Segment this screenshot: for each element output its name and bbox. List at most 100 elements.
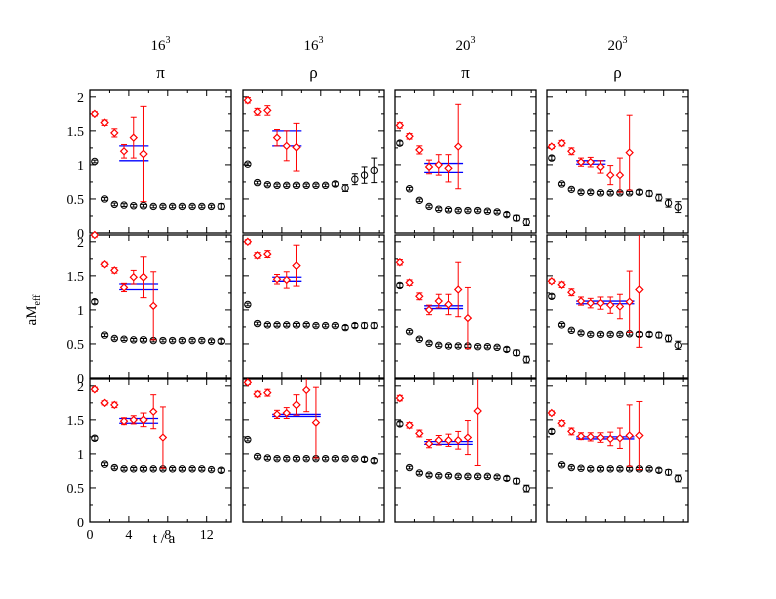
column-size-exponent: 3 (319, 35, 324, 46)
red-data-point (139, 415, 148, 425)
x-tick-label: 12 (200, 528, 214, 543)
red-data-point (282, 408, 292, 418)
red-data-point (100, 260, 109, 269)
red-data-point (243, 378, 253, 387)
black-data-point (91, 298, 99, 306)
red-data-point (110, 266, 119, 275)
black-data-point (178, 465, 187, 473)
black-data-point (168, 202, 177, 211)
black-data-point (435, 471, 443, 480)
red-data-point (282, 141, 292, 151)
red-data-point (395, 121, 405, 130)
red-data-point (547, 142, 557, 151)
panel-frame (89, 234, 232, 379)
y-tick-label: 1 (77, 304, 84, 319)
black-data-point (522, 218, 530, 226)
black-data-point (263, 321, 272, 329)
red-data-point (263, 388, 272, 397)
red-data-point (635, 285, 644, 294)
black-data-point (370, 457, 378, 465)
black-data-point (168, 336, 177, 345)
column-size-label: 203 (456, 35, 476, 54)
black-data-point (493, 208, 501, 216)
red-data-point (243, 95, 253, 105)
black-data-point (635, 188, 644, 196)
black-data-point (331, 180, 340, 188)
black-data-point (674, 341, 682, 350)
black-data-point (483, 472, 492, 481)
black-data-point (263, 454, 272, 462)
black-data-point (207, 202, 216, 211)
red-data-point (415, 292, 424, 301)
red-data-point (557, 419, 566, 428)
red-data-point (605, 170, 615, 180)
red-data-point (625, 431, 634, 440)
y-tick-label: 2 (77, 236, 84, 251)
black-data-point (577, 329, 585, 337)
x-axis-title: t / a (153, 531, 176, 547)
red-data-point (311, 418, 321, 427)
panel-frame (546, 378, 689, 523)
column-particle-label: π (461, 63, 470, 82)
black-data-point (655, 466, 663, 474)
black-data-point (596, 330, 605, 339)
red-data-point (90, 384, 100, 394)
black-data-point (110, 200, 119, 209)
y-axis-title: aMeff (24, 294, 43, 326)
black-data-point (178, 202, 187, 211)
red-data-point (463, 313, 473, 323)
black-data-point (435, 341, 443, 350)
panel-frame (394, 234, 537, 379)
black-data-point (425, 202, 433, 211)
red-data-point (301, 385, 311, 395)
red-data-point (158, 433, 168, 442)
black-data-point (396, 281, 404, 290)
x-tick-label: 0 (87, 528, 94, 543)
red-data-point (415, 145, 424, 155)
black-data-point (283, 181, 291, 190)
black-data-point (425, 339, 433, 347)
x-tick-label: 4 (125, 528, 132, 543)
red-data-point (547, 277, 557, 286)
panel-frame (242, 378, 385, 523)
black-data-point (512, 477, 521, 485)
black-data-point (454, 206, 462, 215)
red-data-point (424, 162, 434, 172)
red-data-point (272, 275, 282, 284)
black-data-point (645, 330, 653, 339)
red-data-point (148, 301, 158, 311)
red-data-point (557, 138, 566, 148)
black-data-point (645, 189, 653, 198)
black-data-point (577, 464, 585, 472)
black-data-point (370, 166, 378, 175)
black-data-point (217, 202, 225, 211)
black-data-point (351, 321, 359, 330)
black-data-point (263, 180, 272, 189)
black-data-point (360, 321, 369, 330)
black-data-point (587, 465, 595, 473)
red-data-point (596, 162, 605, 172)
red-data-point (596, 433, 605, 442)
black-data-point (567, 326, 576, 335)
red-data-point (567, 427, 576, 436)
red-data-point (453, 285, 463, 294)
black-data-point (120, 465, 128, 473)
black-data-point (273, 181, 281, 190)
black-data-point (405, 463, 414, 472)
red-data-point (586, 298, 596, 308)
red-data-point (253, 389, 262, 399)
column-particle-label: ρ (613, 63, 621, 82)
panel-r2-c1 (242, 378, 385, 523)
black-data-point (444, 342, 453, 350)
red-data-point (90, 109, 100, 119)
red-data-point (129, 133, 139, 142)
black-data-point (244, 435, 252, 444)
black-data-point (596, 465, 605, 473)
red-data-point (395, 393, 405, 403)
red-data-point (405, 278, 414, 287)
black-data-point (159, 202, 167, 211)
black-data-point (493, 473, 501, 481)
panel-frame (242, 89, 385, 234)
black-data-point (273, 321, 281, 329)
black-data-point (130, 465, 138, 473)
